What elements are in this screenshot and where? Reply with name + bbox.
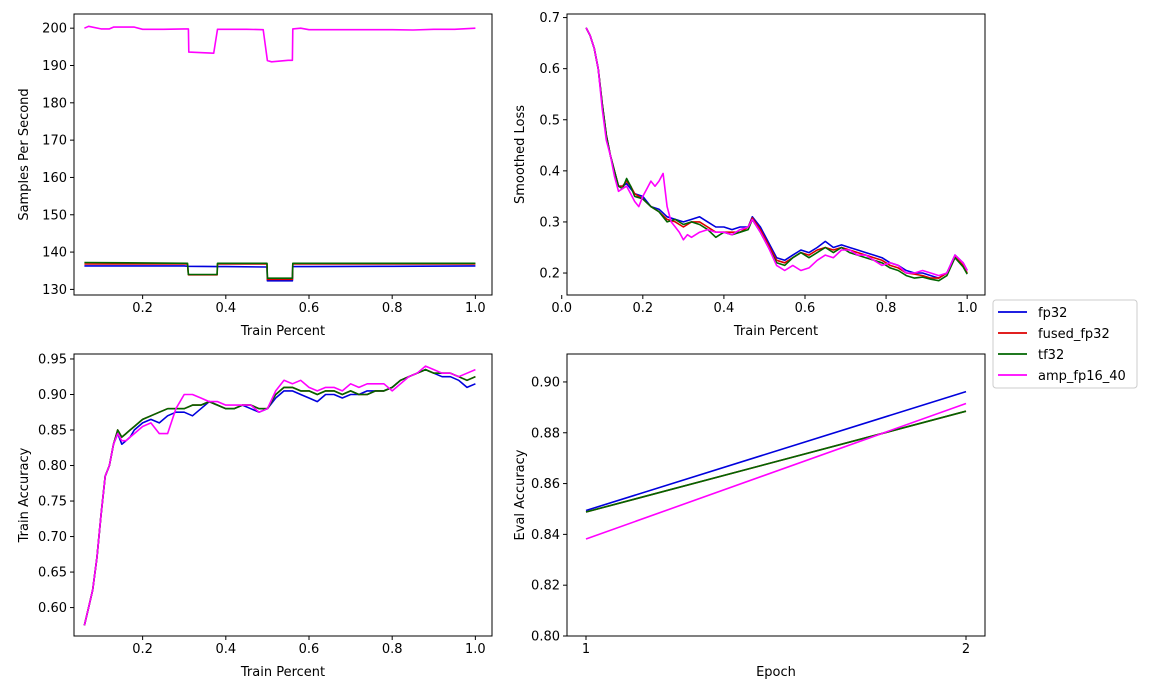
- axes-frame: [566, 13, 986, 296]
- x-tick-label: 0.6: [299, 301, 320, 316]
- x-tick-label: 2: [962, 642, 970, 657]
- series-group: [84, 25, 476, 282]
- x-tick-label: 1.0: [465, 301, 486, 316]
- series-line-fp32: [585, 390, 967, 512]
- x-tick-label: 0.2: [132, 642, 153, 657]
- legend-entry-fp32: fp32: [998, 306, 1067, 321]
- legend-label: tf32: [1038, 348, 1064, 363]
- y-tick-label: 140: [42, 246, 67, 261]
- y-tick-label: 130: [42, 283, 67, 298]
- series-line-fused-fp32: [585, 27, 968, 279]
- series-group: [585, 27, 968, 282]
- y-tick-label: 0.90: [38, 388, 67, 403]
- x-tick-label: 0.8: [382, 642, 403, 657]
- x-tick-label: 0.6: [795, 301, 816, 316]
- x-tick-label: 0.6: [299, 642, 320, 657]
- x-tick-label: 0.8: [876, 301, 897, 316]
- y-tick-label: 0.82: [531, 579, 560, 594]
- chart-panel-2: 0.0 0.2 0.4 0.6 0.8 1.0 0.2 0.3 0.4 0.5 0.6 0.7 Trai…: [513, 11, 986, 339]
- y-tick-label: 0.80: [38, 459, 67, 474]
- x-tick-label: 1.0: [957, 301, 978, 316]
- y-tick-label: 0.7: [539, 11, 560, 26]
- axes-frame: [566, 353, 986, 637]
- x-axis-label: Train Percent: [240, 665, 325, 680]
- y-tick-label: 160: [42, 171, 67, 186]
- y-tick-label: 0.86: [531, 477, 560, 492]
- legend-entry-tf32: tf32: [998, 348, 1064, 363]
- y-tick-label: 0.85: [38, 424, 67, 439]
- chart-panel-4: 1 2 0.80 0.82 0.84 0.86 0.88 0.90 Epoch Eval Accu…: [513, 353, 986, 680]
- series-group: [83, 365, 476, 626]
- y-axis-label: Train Accuracy: [17, 447, 32, 543]
- y-tick-label: 0.2: [539, 267, 560, 282]
- y-tick-label: 170: [42, 134, 67, 149]
- x-tick-label: 0.0: [551, 301, 572, 316]
- y-tick-label: 0.4: [539, 164, 560, 179]
- y-tick-label: 0.70: [38, 530, 67, 545]
- series-line-tf32: [83, 368, 476, 626]
- series-line-fp32: [84, 265, 476, 282]
- series-group: [585, 390, 967, 540]
- legend-entry-fused-fp32: fused_fp32: [998, 327, 1110, 342]
- x-axis-label: Train Percent: [733, 324, 818, 339]
- y-tick-label: 0.90: [531, 375, 560, 390]
- y-tick-label: 0.60: [38, 601, 67, 616]
- y-tick-label: 0.75: [38, 495, 67, 510]
- y-tick-label: 0.3: [539, 215, 560, 230]
- x-tick-label: 0.4: [215, 301, 236, 316]
- x-axis-label: Epoch: [756, 665, 796, 680]
- series-line-amp-fp16-40: [84, 25, 476, 63]
- y-tick-label: 0.95: [38, 352, 67, 367]
- y-axis-label: Smoothed Loss: [513, 105, 528, 204]
- chart-panel-1: 0.2 0.4 0.6 0.8 1.0 130 140 150 160 170 180 190 200 T…: [17, 13, 493, 339]
- y-tick-label: 150: [42, 208, 67, 223]
- series-line-tf32: [585, 410, 967, 513]
- legend-label: fp32: [1038, 306, 1067, 321]
- x-axis-label: Train Percent: [240, 324, 325, 339]
- y-tick-label: 0.80: [531, 630, 560, 645]
- x-tick-label: 1: [582, 642, 590, 657]
- x-tick-label: 0.4: [714, 301, 735, 316]
- x-tick-label: 0.2: [632, 301, 653, 316]
- y-tick-label: 0.84: [531, 528, 560, 543]
- chart-panel-3: 0.2 0.4 0.6 0.8 1.0 0.60 0.65 0.70 0.75 0.80 0.85 0…: [17, 352, 493, 680]
- legend-frame: [992, 299, 1138, 389]
- legend: fp32 fused_fp32 tf32 amp_fp16_40: [992, 299, 1138, 389]
- y-tick-label: 0.5: [539, 113, 560, 128]
- x-tick-label: 0.4: [215, 642, 236, 657]
- y-tick-label: 0.65: [38, 566, 67, 581]
- axes-frame: [73, 13, 493, 296]
- y-axis-label: Samples Per Second: [17, 88, 32, 220]
- series-line-amp-fp16-40: [83, 365, 476, 626]
- y-tick-label: 180: [42, 96, 67, 111]
- x-tick-label: 0.8: [382, 301, 403, 316]
- y-tick-label: 0.6: [539, 62, 560, 77]
- y-tick-label: 190: [42, 59, 67, 74]
- series-line-amp-fp16-40: [585, 402, 967, 540]
- x-tick-label: 1.0: [465, 642, 486, 657]
- y-axis-label: Eval Accuracy: [513, 449, 528, 540]
- axes-frame: [73, 353, 493, 637]
- legend-label: fused_fp32: [1038, 327, 1110, 342]
- series-line-tf32: [84, 261, 476, 280]
- series-line-amp-fp16-40: [585, 27, 968, 277]
- y-tick-label: 200: [42, 22, 67, 37]
- legend-label: amp_fp16_40: [1038, 369, 1126, 384]
- y-tick-label: 0.88: [531, 426, 560, 441]
- x-tick-label: 0.2: [132, 301, 153, 316]
- legend-entry-amp-fp16-40: amp_fp16_40: [998, 369, 1126, 384]
